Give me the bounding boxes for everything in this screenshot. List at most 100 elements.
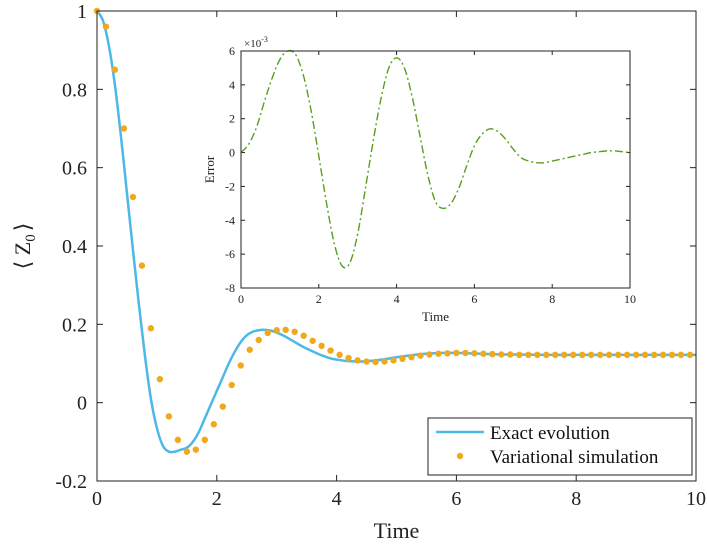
x-tick-label: 0 [92, 488, 102, 510]
data-point [480, 350, 487, 357]
data-point [489, 350, 496, 358]
inset-multiplier: ×10-3 [244, 35, 268, 50]
data-point [138, 262, 146, 269]
data-point [120, 125, 128, 132]
data-point [578, 351, 586, 359]
inset-multiplier-base: ×10 [244, 38, 262, 50]
data-point [282, 326, 289, 334]
x-tick-label: 8 [571, 488, 581, 510]
main-tick-labels: 0 2 4 6 8 10-0.200.20.40.60.81 [55, 1, 706, 510]
legend-label-exact: Exact evolution [490, 423, 610, 444]
data-point [318, 342, 325, 350]
data-point [165, 413, 173, 420]
data-point [605, 351, 613, 359]
data-point [354, 357, 361, 364]
y-tick-label: 0.4 [62, 236, 87, 258]
main-chart: 0 2 4 6 8 10-0.200.20.40.60.81 Time ⟨ Z0⟩ Exa… [10, 1, 706, 543]
data-point [596, 351, 604, 359]
data-point [183, 448, 191, 455]
data-point [246, 346, 253, 353]
data-point [129, 193, 137, 201]
data-point [192, 446, 200, 453]
data-point [363, 358, 370, 365]
y-tick-label: 1 [77, 1, 87, 23]
inset-tick-labels: 0 2 4 6 8 10 -8 -6 -4 -2 0 2 4 6 [225, 44, 636, 306]
data-point [516, 351, 523, 359]
y-tick-label: 4 [229, 78, 235, 92]
data-point [686, 351, 694, 359]
y-tick-label: -6 [225, 247, 235, 261]
y-tick-label: 2 [229, 112, 235, 126]
y-tick-label: -8 [225, 281, 235, 295]
data-point [623, 351, 631, 359]
data-point [552, 351, 559, 359]
data-point [336, 351, 343, 359]
data-point [300, 332, 307, 339]
y-label-subscript: 0 [23, 234, 39, 242]
data-point [273, 327, 280, 334]
legend-label-variational: Variational simulation [490, 447, 659, 468]
x-tick-label: 4 [332, 488, 342, 510]
x-tick-label: 10 [624, 292, 636, 306]
data-point [111, 66, 119, 73]
data-point [219, 403, 226, 410]
data-point [408, 354, 415, 361]
data-point [327, 347, 334, 354]
data-point [668, 351, 676, 359]
data-point [255, 336, 262, 344]
inset-multiplier-exponent: -3 [261, 35, 268, 44]
data-point [102, 23, 110, 30]
data-point [614, 351, 622, 359]
main-plot-frame [96, 10, 697, 482]
inset-y-axis-label: Error [202, 155, 217, 183]
data-point [444, 350, 451, 357]
x-tick-label: 0 [238, 292, 244, 306]
data-point [210, 421, 218, 428]
y-tick-label: 0.6 [62, 158, 87, 180]
data-point [525, 351, 532, 359]
legend-swatch-variational [456, 452, 464, 460]
main-y-axis-label: ⟨ Z0 ⟩ [10, 223, 39, 270]
y-tick-label: 0 [229, 146, 235, 160]
data-point [570, 351, 577, 359]
data-point [498, 351, 505, 358]
data-point [677, 351, 685, 359]
x-tick-label: 2 [212, 488, 222, 510]
data-point [587, 351, 595, 359]
legend: Exact evolution Variational simulation [427, 417, 693, 476]
x-tick-label: 6 [451, 488, 461, 510]
data-point [507, 351, 514, 358]
data-point [237, 362, 244, 369]
data-point [471, 350, 478, 357]
x-tick-label: 4 [394, 292, 400, 306]
series-variational-simulation [93, 7, 694, 455]
data-point [632, 351, 640, 359]
data-point [156, 375, 164, 383]
x-tick-label: 8 [549, 292, 555, 306]
data-point [264, 329, 271, 337]
legend-box [427, 417, 693, 476]
data-point [659, 351, 667, 359]
data-point [291, 328, 298, 335]
y-tick-label: -0.2 [55, 471, 87, 493]
y-tick-label: 0.2 [62, 314, 87, 336]
data-point [309, 337, 316, 344]
data-point [534, 351, 541, 359]
data-point [399, 355, 406, 362]
data-point [390, 357, 397, 364]
data-point [228, 381, 235, 389]
data-point [372, 358, 379, 366]
x-tick-label: 2 [316, 292, 322, 306]
x-tick-label: 6 [471, 292, 477, 306]
y-tick-label: 0.8 [62, 79, 87, 101]
main-series [93, 7, 696, 455]
data-point [417, 352, 424, 359]
data-point [381, 358, 388, 365]
y-label-open: ⟨ Z [10, 242, 35, 270]
y-tick-label: 6 [229, 44, 235, 58]
data-point [426, 351, 433, 358]
x-tick-label: 10 [686, 488, 706, 510]
data-point [174, 436, 182, 444]
data-point [641, 351, 649, 359]
